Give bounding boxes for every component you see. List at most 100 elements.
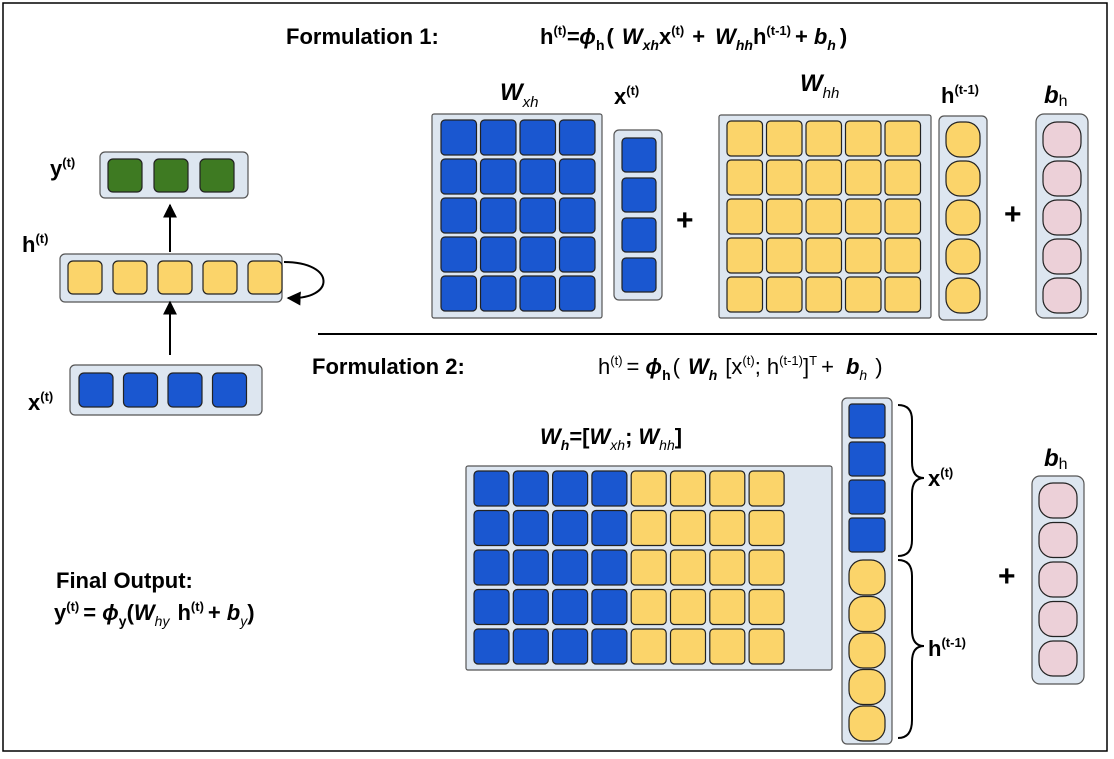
W-h-matrix-label: Wh=[Wxh; Whh] xyxy=(540,424,682,453)
x-vector-cell xyxy=(621,217,657,253)
W-h-cell xyxy=(748,628,785,665)
W-hh-cell xyxy=(805,198,843,235)
formulation1-heading: Formulation 1: xyxy=(286,24,439,49)
W-hh-cell xyxy=(805,159,843,196)
rnn-h-cell xyxy=(157,260,193,295)
W-h-cell xyxy=(512,549,549,586)
h-prev-cell xyxy=(945,121,981,158)
x-vector-cell xyxy=(621,257,657,293)
W-h-cell xyxy=(748,588,785,626)
W-h-cell xyxy=(551,628,589,665)
b-h-label-1: bh xyxy=(1044,82,1068,110)
rnn-h-cell xyxy=(112,260,148,295)
W-xh-cell xyxy=(479,197,517,234)
W-hh-cell xyxy=(844,237,882,274)
W-hh-cell xyxy=(884,159,922,196)
W-xh-cell xyxy=(479,236,517,273)
W-xh-cell xyxy=(479,275,517,312)
concat-h-cell xyxy=(848,595,886,633)
W-h-cell xyxy=(630,588,667,626)
b-h-1-cell xyxy=(1042,238,1082,275)
b-h-1-cell xyxy=(1042,199,1082,236)
W-hh-cell xyxy=(765,237,803,274)
W-h-cell xyxy=(630,628,667,665)
W-hh-cell xyxy=(805,120,843,157)
W-h-cell xyxy=(512,628,549,665)
W-hh-cell xyxy=(726,198,764,235)
W-h-cell xyxy=(512,588,549,626)
W-hh-cell xyxy=(805,237,843,274)
rnn-h-cell xyxy=(202,260,238,295)
formulation1-equation: h(t)=ϕh(Wxhx(t) + Whhh(t-1) + bh) xyxy=(540,23,847,53)
W-h-cell xyxy=(630,470,667,507)
b-h-1-cell xyxy=(1042,277,1082,314)
W-h-cell xyxy=(748,549,785,586)
rnn-y-cell xyxy=(107,158,143,193)
W-h-cell xyxy=(669,549,707,586)
W-h-cell xyxy=(591,470,628,507)
concat-h-cell xyxy=(848,559,886,596)
W-hh-cell xyxy=(844,198,882,235)
W-h-cell xyxy=(709,470,746,507)
W-xh-label: Wxh xyxy=(500,79,539,111)
W-hh-cell xyxy=(884,237,922,274)
W-hh-cell xyxy=(884,120,922,157)
W-h-cell xyxy=(709,628,746,665)
recurrent-loop-arrow xyxy=(283,261,325,306)
plus-sign-3: + xyxy=(998,560,1016,593)
W-h-cell xyxy=(669,628,707,665)
W-h-cell xyxy=(591,628,628,665)
W-xh-cell xyxy=(558,236,596,273)
W-h-cell xyxy=(669,588,707,626)
W-h-cell xyxy=(473,470,510,507)
rnn-y-cell xyxy=(153,158,189,193)
W-h-cell xyxy=(551,549,589,586)
W-h-cell xyxy=(748,470,785,507)
W-h-cell xyxy=(512,509,549,547)
formulation2-equation: h(t) = ϕh(Wh [x(t); h(t-1)]T + bh) xyxy=(598,353,883,383)
brace-x-label: x(t) xyxy=(928,465,953,491)
W-h-cell xyxy=(748,509,785,547)
b-h-2-cell xyxy=(1038,561,1078,598)
b-h-2-cell xyxy=(1038,482,1078,519)
concat-h-cell xyxy=(848,705,886,742)
W-xh-cell xyxy=(519,158,557,195)
W-hh-cell xyxy=(844,159,882,196)
concat-x-cell xyxy=(848,479,886,515)
h-brace xyxy=(897,559,925,739)
rnn-x-label: x(t) xyxy=(28,389,53,415)
b-h-2-cell xyxy=(1038,521,1078,559)
W-hh-cell xyxy=(726,120,764,157)
W-h-cell xyxy=(669,470,707,507)
plus-sign-2: + xyxy=(1004,198,1022,231)
rnn-x-cell xyxy=(167,372,203,408)
rnn-h-label: h(t) xyxy=(22,231,48,257)
W-hh-cell xyxy=(884,198,922,235)
x-brace xyxy=(897,404,925,557)
W-h-cell xyxy=(551,588,589,626)
W-xh-cell xyxy=(440,197,478,234)
W-xh-cell xyxy=(440,275,478,312)
brace-h-label: h(t-1) xyxy=(928,635,966,661)
W-hh-cell xyxy=(765,198,803,235)
W-xh-cell xyxy=(558,275,596,312)
concat-h-cell xyxy=(848,668,886,706)
h-prev-label: h(t-1) xyxy=(941,82,979,108)
W-h-cell xyxy=(591,509,628,547)
h-prev-cell xyxy=(945,277,981,314)
W-h-cell xyxy=(709,509,746,547)
W-xh-cell xyxy=(519,236,557,273)
W-xh-cell xyxy=(558,119,596,156)
rnn-x-cell xyxy=(78,372,114,408)
W-hh-cell xyxy=(726,237,764,274)
plus-sign-1: + xyxy=(676,204,694,237)
rnn-y-cell xyxy=(199,158,235,193)
W-xh-cell xyxy=(479,119,517,156)
W-h-cell xyxy=(669,509,707,547)
W-hh-cell xyxy=(726,276,764,313)
W-h-cell xyxy=(473,509,510,547)
b-h-2-cell xyxy=(1038,600,1078,638)
W-xh-cell xyxy=(519,275,557,312)
